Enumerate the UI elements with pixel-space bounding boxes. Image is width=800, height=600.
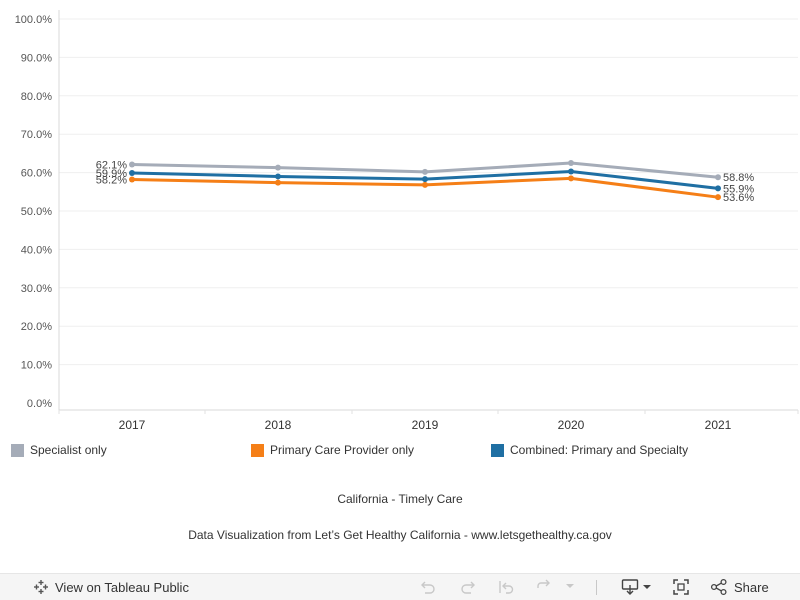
y-tick-label: 50.0% <box>21 206 52 218</box>
legend-label-combined: Combined: Primary and Specialty <box>510 443 689 457</box>
y-tick-label: 20.0% <box>21 321 52 333</box>
toolbar-divider <box>596 580 597 595</box>
download-icon <box>621 579 639 595</box>
y-tick-label: 90.0% <box>21 52 52 64</box>
legend-swatch-combined <box>491 443 504 457</box>
revert-icon <box>499 581 514 594</box>
data-point <box>422 176 428 183</box>
data-point <box>715 185 721 192</box>
data-point <box>715 174 721 181</box>
chart-legend: Specialist only Primary Care Provider on… <box>0 443 800 461</box>
data-point <box>568 175 574 182</box>
refresh-menu-button[interactable] <box>565 581 575 591</box>
chart-title: California - Timely Care <box>337 492 463 506</box>
x-tick-label: 2020 <box>558 418 585 432</box>
data-point <box>129 176 135 183</box>
share-label: Share <box>734 579 769 595</box>
x-tick-label: 2017 <box>119 418 146 432</box>
legend-label-primary-care: Primary Care Provider only <box>270 443 415 457</box>
revert-button[interactable] <box>497 578 515 596</box>
data-point <box>275 164 281 171</box>
data-point <box>422 181 428 188</box>
chevron-down-icon <box>643 585 651 589</box>
data-point <box>715 194 721 201</box>
data-point <box>568 160 574 166</box>
x-tick-label: 2021 <box>705 418 732 432</box>
x-tick-label: 2018 <box>265 418 292 432</box>
data-point <box>275 173 281 180</box>
x-tick-label: 2019 <box>412 418 439 432</box>
y-tick-label: 60.0% <box>21 168 52 180</box>
fullscreen-button[interactable] <box>672 578 690 596</box>
data-point <box>275 179 281 186</box>
refresh-button[interactable] <box>535 578 553 596</box>
legend-item-combined[interactable]: Combined: Primary and Specialty <box>491 443 688 457</box>
legend-item-primary-care[interactable]: Primary Care Provider only <box>251 443 414 457</box>
undo-icon <box>421 581 435 594</box>
data-point <box>129 161 135 168</box>
y-tick-label: 30.0% <box>21 283 52 295</box>
data-point <box>422 168 428 175</box>
y-tick-label: 40.0% <box>21 244 52 256</box>
data-label-last: 53.6% <box>723 192 754 204</box>
view-on-tableau-button[interactable]: View on Tableau Public <box>33 579 189 595</box>
data-point <box>129 169 135 176</box>
y-tick-label: 0.0% <box>27 398 52 410</box>
y-tick-label: 80.0% <box>21 91 52 103</box>
line-chart: 0.0% 10.0% 20.0% 30.0% 40.0% 50.0% 60.0% 70.0% 8… <box>15 10 799 432</box>
redo-button[interactable] <box>459 578 477 596</box>
y-tick-label: 100.0% <box>15 14 53 26</box>
legend-label-specialist: Specialist only <box>30 443 107 457</box>
share-button[interactable]: Share <box>710 578 769 596</box>
legend-swatch-specialist <box>11 443 24 457</box>
data-label-first: 58.2% <box>96 175 127 187</box>
undo-button[interactable] <box>419 578 437 596</box>
data-label-first: 59.9% <box>96 168 127 180</box>
fullscreen-icon <box>673 579 689 595</box>
data-point <box>568 168 574 175</box>
data-label-last: 58.8% <box>723 172 754 184</box>
tableau-toolbar: View on Tableau Public <box>0 573 800 600</box>
chevron-down-icon <box>566 584 574 588</box>
legend-item-specialist[interactable]: Specialist only <box>11 443 107 457</box>
download-button[interactable] <box>621 578 652 596</box>
tableau-logo-icon <box>34 580 48 594</box>
share-icon <box>710 578 727 596</box>
view-on-tableau-label: View on Tableau Public <box>55 579 189 595</box>
redo-icon <box>461 581 475 594</box>
y-tick-label: 70.0% <box>21 129 52 141</box>
legend-swatch-primary-care <box>251 443 264 457</box>
y-tick-label: 10.0% <box>21 360 52 372</box>
refresh-icon <box>537 579 550 588</box>
source-caption: Data Visualization from Let’s Get Health… <box>188 528 612 542</box>
data-label-last: 55.9% <box>723 183 754 195</box>
data-label-first: 62.1% <box>96 160 127 172</box>
